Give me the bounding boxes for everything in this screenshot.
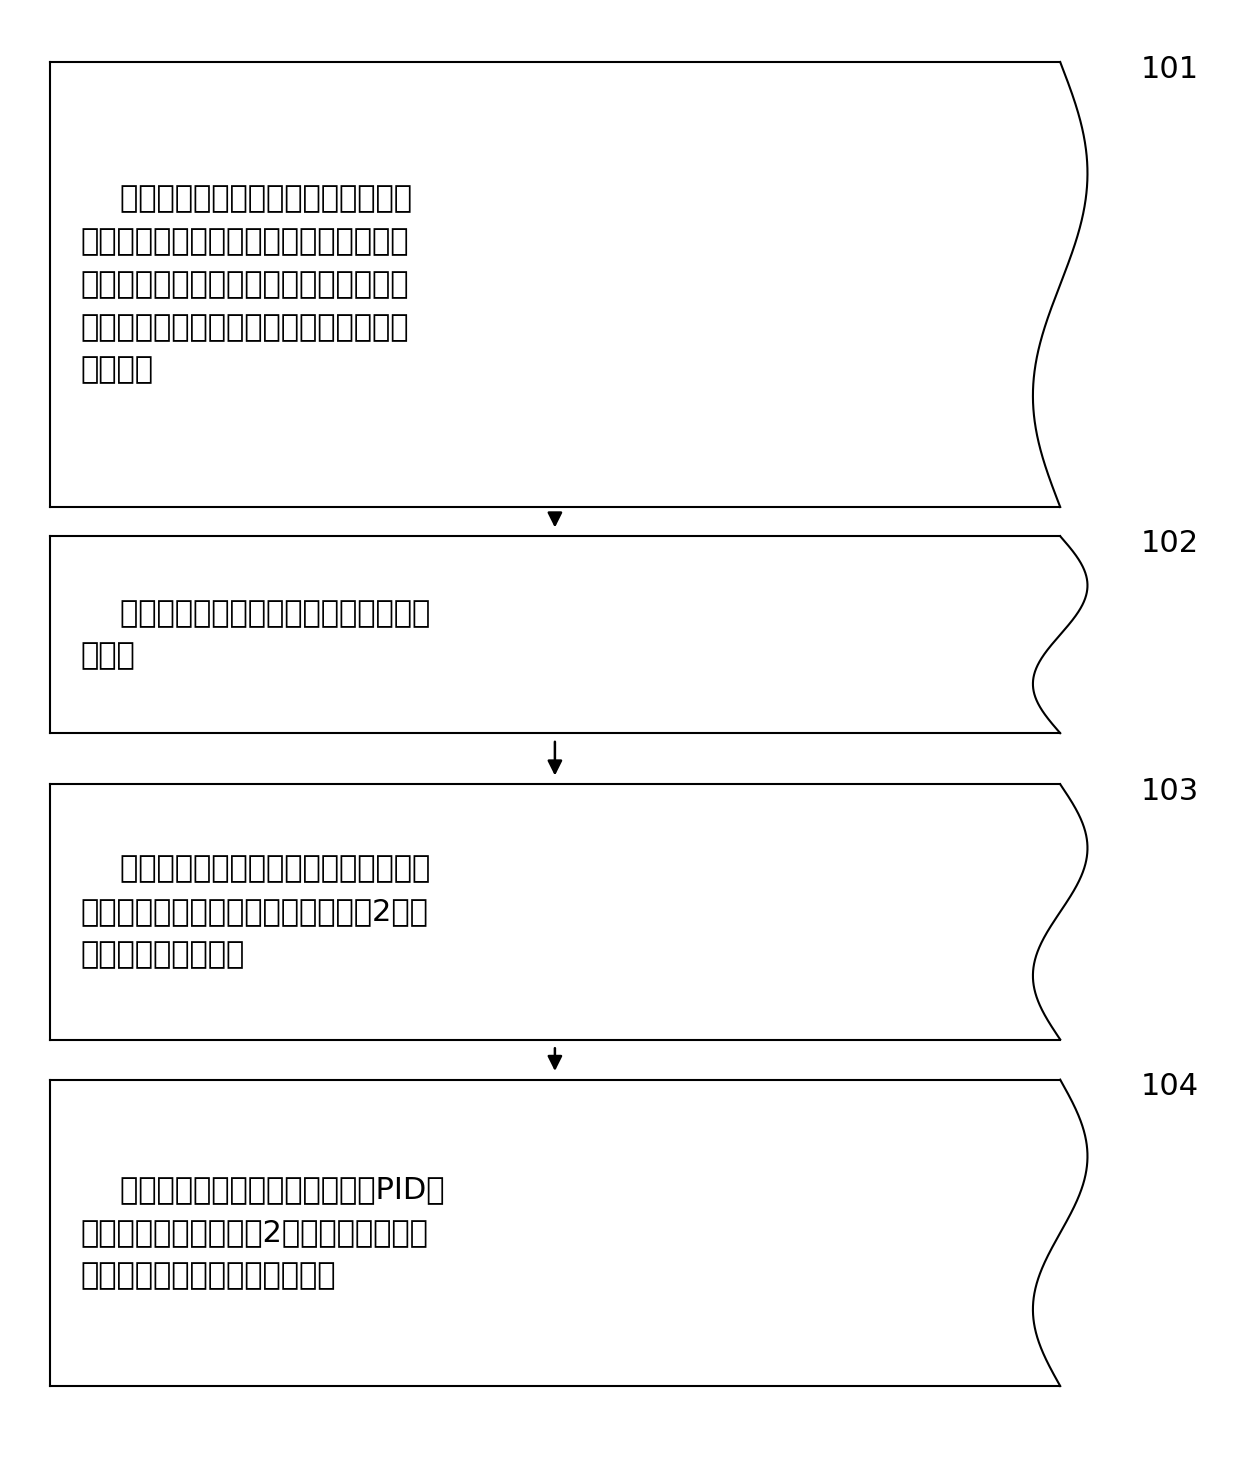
Text: 利用坐标变换和非线性状态反馈，对仿
射非线性系统进行精确线性化，获得2个独
立的积分加时延系统: 利用坐标变换和非线性状态反馈，对仿 射非线性系统进行精确线性化，获得2个独 立的… bbox=[81, 855, 430, 969]
Text: 将温湿度预测系统模型转换为仿射非线
性系统: 将温湿度预测系统模型转换为仿射非线 性系统 bbox=[81, 598, 430, 671]
Text: 103: 103 bbox=[1141, 776, 1199, 805]
Bar bbox=[50, 785, 1060, 1039]
Text: 104: 104 bbox=[1141, 1072, 1199, 1102]
Bar bbox=[50, 61, 1060, 506]
Bar bbox=[50, 535, 1060, 732]
Text: 基于等价的积分加延时系统设计PID控
制器，获取加热和通风2种控制设备的开启
度，使系统状态有效跟踪设定值: 基于等价的积分加延时系统设计PID控 制器，获取加热和通风2种控制设备的开启 度… bbox=[81, 1176, 444, 1290]
Text: 101: 101 bbox=[1141, 54, 1199, 83]
Text: 根据能量和物质守恒定律建立温室温
湿度预测模型，影响室内状态的室外气候
包括室外太阳辐射、室外温度、室外风速
、室外湿度，室内控制输入包括加热和通
风开启度: 根据能量和物质守恒定律建立温室温 湿度预测模型，影响室内状态的室外气候 包括室外… bbox=[81, 184, 412, 385]
Bar bbox=[50, 1080, 1060, 1386]
Text: 102: 102 bbox=[1141, 528, 1199, 557]
